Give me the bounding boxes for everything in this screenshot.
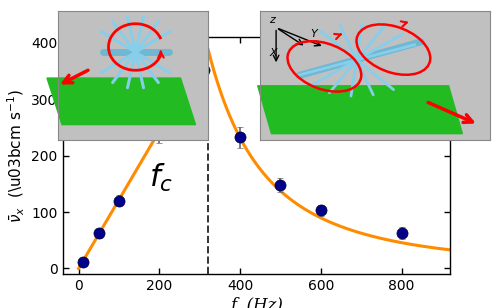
Text: z: z [269, 15, 275, 25]
Polygon shape [47, 78, 196, 125]
Text: X: X [269, 48, 277, 58]
Text: Y: Y [310, 29, 318, 38]
Polygon shape [258, 86, 462, 134]
Text: $f_c$: $f_c$ [150, 162, 174, 194]
X-axis label: f  (Hz): f (Hz) [230, 297, 282, 308]
Y-axis label: $\bar{\nu}_x$  (\u03bcm s$^{-1}$): $\bar{\nu}_x$ (\u03bcm s$^{-1}$) [6, 89, 27, 222]
